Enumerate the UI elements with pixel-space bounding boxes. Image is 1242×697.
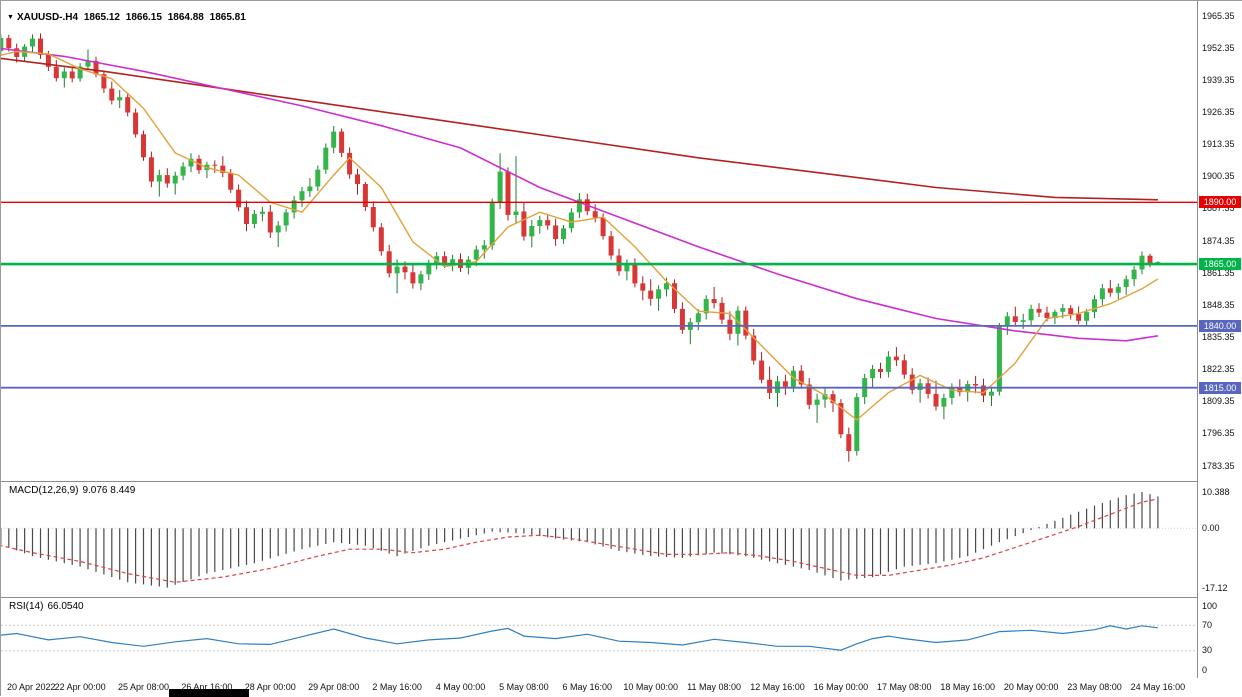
price-tick-label: 1809.35: [1202, 396, 1235, 407]
time-axis[interactable]: 20 Apr 2022 22 Apr 00:00 25 Apr 08:00 26 Ap…: [1, 678, 1242, 696]
macd-tick-label: 0.00: [1202, 522, 1220, 533]
macd-name: MACD(12,26,9): [9, 485, 79, 496]
high-value: 1866.15: [125, 12, 162, 23]
price-tick-label: 1900.35: [1202, 171, 1235, 182]
time-label: 16 May 00:00: [813, 682, 869, 692]
price-tick-label: 1848.35: [1202, 299, 1235, 310]
time-label: 11 May 08:00: [687, 682, 742, 692]
price-tick-label: 1822.35: [1202, 364, 1235, 375]
time-label: 22 Apr 00:00: [54, 682, 106, 692]
time-label: 24 May 16:00: [1130, 682, 1186, 692]
symbol-dropdown-icon[interactable]: ▼: [7, 14, 14, 21]
symbol-timeframe-label: XAUUSD-.H4: [16, 12, 79, 23]
price-macd-separator[interactable]: [1, 481, 1241, 482]
price-tick-label: 1874.35: [1202, 235, 1235, 246]
low-value: 1864.88: [167, 12, 204, 23]
macd-tick-label: -17.12: [1202, 582, 1228, 593]
price-tick-label: 1965.35: [1202, 10, 1235, 21]
macd-signal-line: [1, 498, 1159, 583]
rsi-indicator-chart[interactable]: [1, 598, 1197, 677]
time-label: 10 May 00:00: [623, 682, 678, 692]
time-label: 20 May 00:00: [1003, 682, 1059, 692]
candlestick-chart[interactable]: [1, 11, 1197, 480]
candles-group: [1, 33, 1161, 462]
time-label: 2 May 16:00: [372, 682, 422, 692]
bottom-black-bar: [169, 689, 249, 697]
price-tick-label: 1861.35: [1202, 267, 1235, 278]
price-line-tag: 1840.00: [1199, 319, 1241, 332]
time-label: 12 May 16:00: [750, 682, 805, 692]
price-tick-label: 1887.35: [1202, 203, 1235, 214]
time-label: 5 May 08:00: [499, 682, 549, 692]
rsi-label: RSI(14) 66.0540: [9, 601, 88, 612]
price-axis[interactable]: 1965.35 1952.35 1939.35 1926.35 1913.35 1900.…: [1197, 1, 1242, 678]
time-label: 29 Apr 08:00: [308, 682, 360, 692]
rsi-line: [1, 625, 1158, 651]
price-tick-label: 1952.35: [1202, 42, 1235, 53]
price-tick-label: 1913.35: [1202, 139, 1235, 150]
price-tick-label: 1835.35: [1202, 331, 1235, 342]
price-line-tag: 1815.00: [1199, 381, 1241, 394]
price-line-tag: 1865.00: [1199, 258, 1241, 271]
price-tick-label: 1796.35: [1202, 428, 1235, 439]
time-label: 20 Apr 2022: [7, 682, 56, 692]
time-label: 18 May 16:00: [940, 682, 995, 692]
chart-ohlc-header: ▼ XAUUSD-.H4 1865.12 1866.15 1864.88 1865…: [7, 12, 249, 23]
time-label: 4 May 00:00: [435, 682, 486, 692]
time-label: 28 Apr 00:00: [244, 682, 296, 692]
time-label: 25 Apr 08:00: [117, 682, 170, 692]
rsi-name: RSI(14): [9, 601, 44, 612]
time-label: 17 May 08:00: [877, 682, 932, 692]
macd-tick-label: 10.388: [1202, 486, 1230, 497]
open-value: 1865.12: [83, 12, 120, 23]
price-tick-label: 1783.35: [1202, 460, 1235, 471]
rsi-tick-label: 100: [1202, 600, 1218, 611]
rsi-current-value: 66.0540: [47, 601, 84, 612]
close-value: 1865.81: [209, 12, 246, 23]
price-line-tag: 1890.00: [1199, 196, 1241, 209]
rsi-tick-label: 30: [1202, 645, 1213, 656]
rsi-tick-label: 0: [1202, 664, 1208, 675]
macd-indicator-chart[interactable]: [1, 482, 1197, 596]
macd-current-values: 9.076 8.449: [82, 485, 136, 496]
time-label: 6 May 16:00: [562, 682, 613, 692]
rsi-tick-label: 70: [1202, 619, 1213, 630]
time-label: 26 Apr 16:00: [181, 682, 233, 692]
price-tick-label: 1926.35: [1202, 106, 1235, 117]
ma-fast-line: [1, 50, 1159, 421]
time-label: 23 May 08:00: [1067, 682, 1122, 692]
macd-histogram: [1, 492, 1159, 588]
price-tick-label: 1939.35: [1202, 74, 1235, 85]
macd-label: MACD(12,26,9) 9.076 8.449: [9, 485, 139, 496]
ma-slow-line: [1, 57, 1158, 201]
macd-rsi-separator[interactable]: [1, 597, 1241, 598]
